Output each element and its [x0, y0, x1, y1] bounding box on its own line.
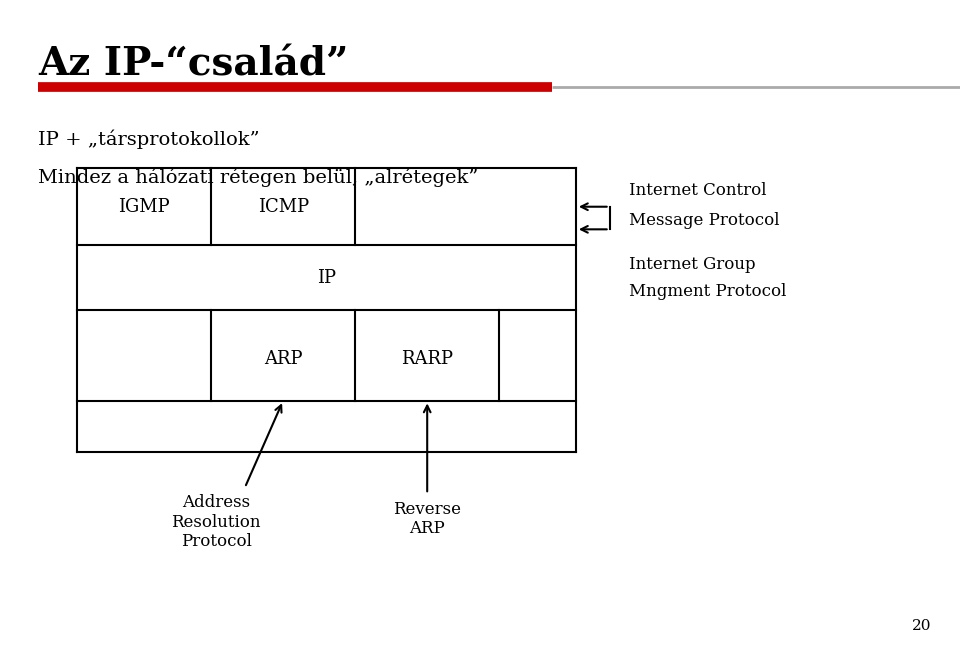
Text: ARP: ARP [264, 349, 302, 368]
Text: IP + „társprotokollok”: IP + „társprotokollok” [38, 129, 260, 149]
Text: Internet Group: Internet Group [629, 256, 756, 273]
Text: Address
Resolution
Protocol: Address Resolution Protocol [171, 494, 261, 550]
Text: ICMP: ICMP [257, 198, 309, 216]
Text: IGMP: IGMP [118, 198, 170, 216]
Text: 20: 20 [912, 619, 931, 633]
Text: RARP: RARP [401, 349, 453, 368]
Text: Message Protocol: Message Protocol [629, 213, 780, 229]
Text: Internet Control: Internet Control [629, 182, 766, 199]
Text: IP: IP [317, 269, 336, 287]
Text: Mindez a hálózati rétegen belül, „alrétegek”: Mindez a hálózati rétegen belül, „alréte… [38, 168, 479, 187]
Text: Az IP-“család”: Az IP-“család” [38, 45, 348, 83]
Text: Mngment Protocol: Mngment Protocol [629, 284, 786, 300]
Text: Reverse
ARP: Reverse ARP [394, 501, 461, 537]
